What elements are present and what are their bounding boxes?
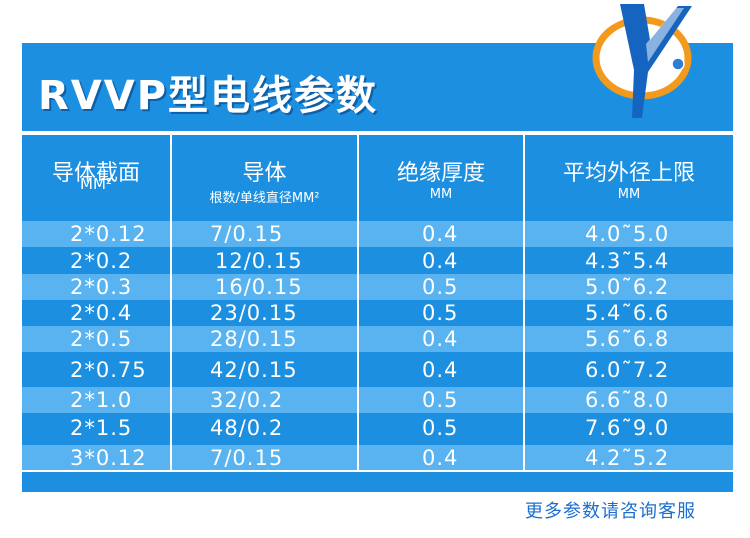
cell-insulation: 0.4: [422, 249, 459, 273]
cell-diameter: 4.3˜5.4: [585, 249, 670, 273]
cell-conductor: 48/0.2: [210, 416, 284, 440]
header-insulation-unit: MM: [429, 187, 453, 202]
cell-insulation: 0.4: [422, 327, 459, 351]
header-section-unit: MM²: [80, 175, 112, 193]
header-insulation: 绝缘厚度 MM: [359, 135, 523, 221]
column-divider: [357, 135, 359, 470]
header-conductor-label: 导体: [242, 161, 287, 186]
page-title: RVVP型电线参数: [38, 73, 379, 119]
cell-section: 2*0.75: [70, 358, 147, 382]
cell-insulation: 0.5: [422, 275, 459, 299]
cell-section: 2*0.5: [70, 327, 133, 351]
header-insulation-label: 绝缘厚度: [396, 161, 485, 186]
table-row: 2*0.5 28/0.15 0.4 5.6˜6.8: [22, 326, 733, 352]
column-divider: [170, 135, 172, 470]
table-row: 2*1.0 32/0.2 0.5 6.6˜8.0: [22, 387, 733, 413]
cell-conductor: 42/0.15: [210, 358, 298, 382]
cell-section: 2*1.5: [70, 416, 133, 440]
column-divider: [523, 135, 525, 470]
cell-section: 2*0.3: [70, 275, 133, 299]
cell-diameter: 6.6˜8.0: [585, 388, 670, 412]
table-row: 2*0.4 23/0.15 0.5 5.4˜6.6: [22, 300, 733, 326]
cell-conductor: 16/0.15: [215, 275, 303, 299]
cell-section: 2*1.0: [70, 388, 133, 412]
table-row: 2*0.2 12/0.15 0.4 4.3˜5.4: [22, 248, 733, 274]
table-row: 2*0.75 42/0.15 0.4 6.0˜7.2: [22, 355, 733, 385]
cell-diameter: 5.4˜6.6: [585, 301, 670, 325]
cell-conductor: 7/0.15: [210, 446, 284, 470]
cell-conductor: 7/0.15: [210, 222, 284, 246]
cell-insulation: 0.4: [422, 222, 459, 246]
cell-section: 2*0.2: [70, 249, 133, 273]
header-section: 导体截面 MM²: [22, 135, 170, 221]
table-row: 2*0.3 16/0.15 0.5 5.0˜6.2: [22, 274, 733, 300]
header-diameter-unit: MM: [617, 187, 641, 202]
table-header: 导体截面 MM² 导体 根数/单线直径MM² 绝缘厚度 MM 平均外径上限 MM: [22, 135, 733, 221]
table-row: 3*0.12 7/0.15 0.4 4.2˜5.2: [22, 445, 733, 470]
table-row: 2*1.5 48/0.2 0.5 7.6˜9.0: [22, 413, 733, 443]
cell-diameter: 5.6˜6.8: [585, 327, 670, 351]
header-diameter: 平均外径上限 MM: [525, 135, 733, 221]
header-conductor-unit: 根数/单线直径MM²: [209, 191, 320, 206]
cell-insulation: 0.4: [422, 446, 459, 470]
cell-insulation: 0.4: [422, 358, 459, 382]
cell-diameter: 4.0˜5.0: [585, 222, 670, 246]
footer-note: 更多参数请咨询客服: [525, 501, 696, 522]
table-row: 2*0.12 7/0.15 0.4 4.0˜5.0: [22, 221, 733, 247]
cell-conductor: 28/0.15: [210, 327, 298, 351]
header-conductor: 导体 根数/单线直径MM²: [172, 135, 357, 221]
cell-diameter: 5.0˜6.2: [585, 275, 670, 299]
cell-section: 2*0.12: [70, 222, 147, 246]
header-section-label: 导体截面: [51, 161, 140, 186]
cell-conductor: 23/0.15: [210, 301, 298, 325]
cell-diameter: 7.6˜9.0: [585, 416, 670, 440]
brand-logo-icon: [592, 4, 692, 118]
header-diameter-label: 平均外径上限: [562, 161, 695, 186]
cell-diameter: 6.0˜7.2: [585, 358, 670, 382]
cell-section: 3*0.12: [70, 446, 147, 470]
cell-insulation: 0.5: [422, 301, 459, 325]
cell-section: 2*0.4: [70, 301, 133, 325]
spec-panel: RVVP型电线参数 导体截面 MM² 导体 根数/单线直径MM² 绝缘厚度 MM…: [22, 43, 733, 492]
cell-insulation: 0.5: [422, 388, 459, 412]
cell-conductor: 12/0.15: [215, 249, 303, 273]
table-bottom-rule: [22, 470, 733, 472]
title-divider: [22, 131, 733, 135]
title-bar: RVVP型电线参数: [22, 43, 733, 131]
cell-diameter: 4.2˜5.2: [585, 446, 670, 470]
cell-conductor: 32/0.2: [210, 388, 284, 412]
cell-insulation: 0.5: [422, 416, 459, 440]
